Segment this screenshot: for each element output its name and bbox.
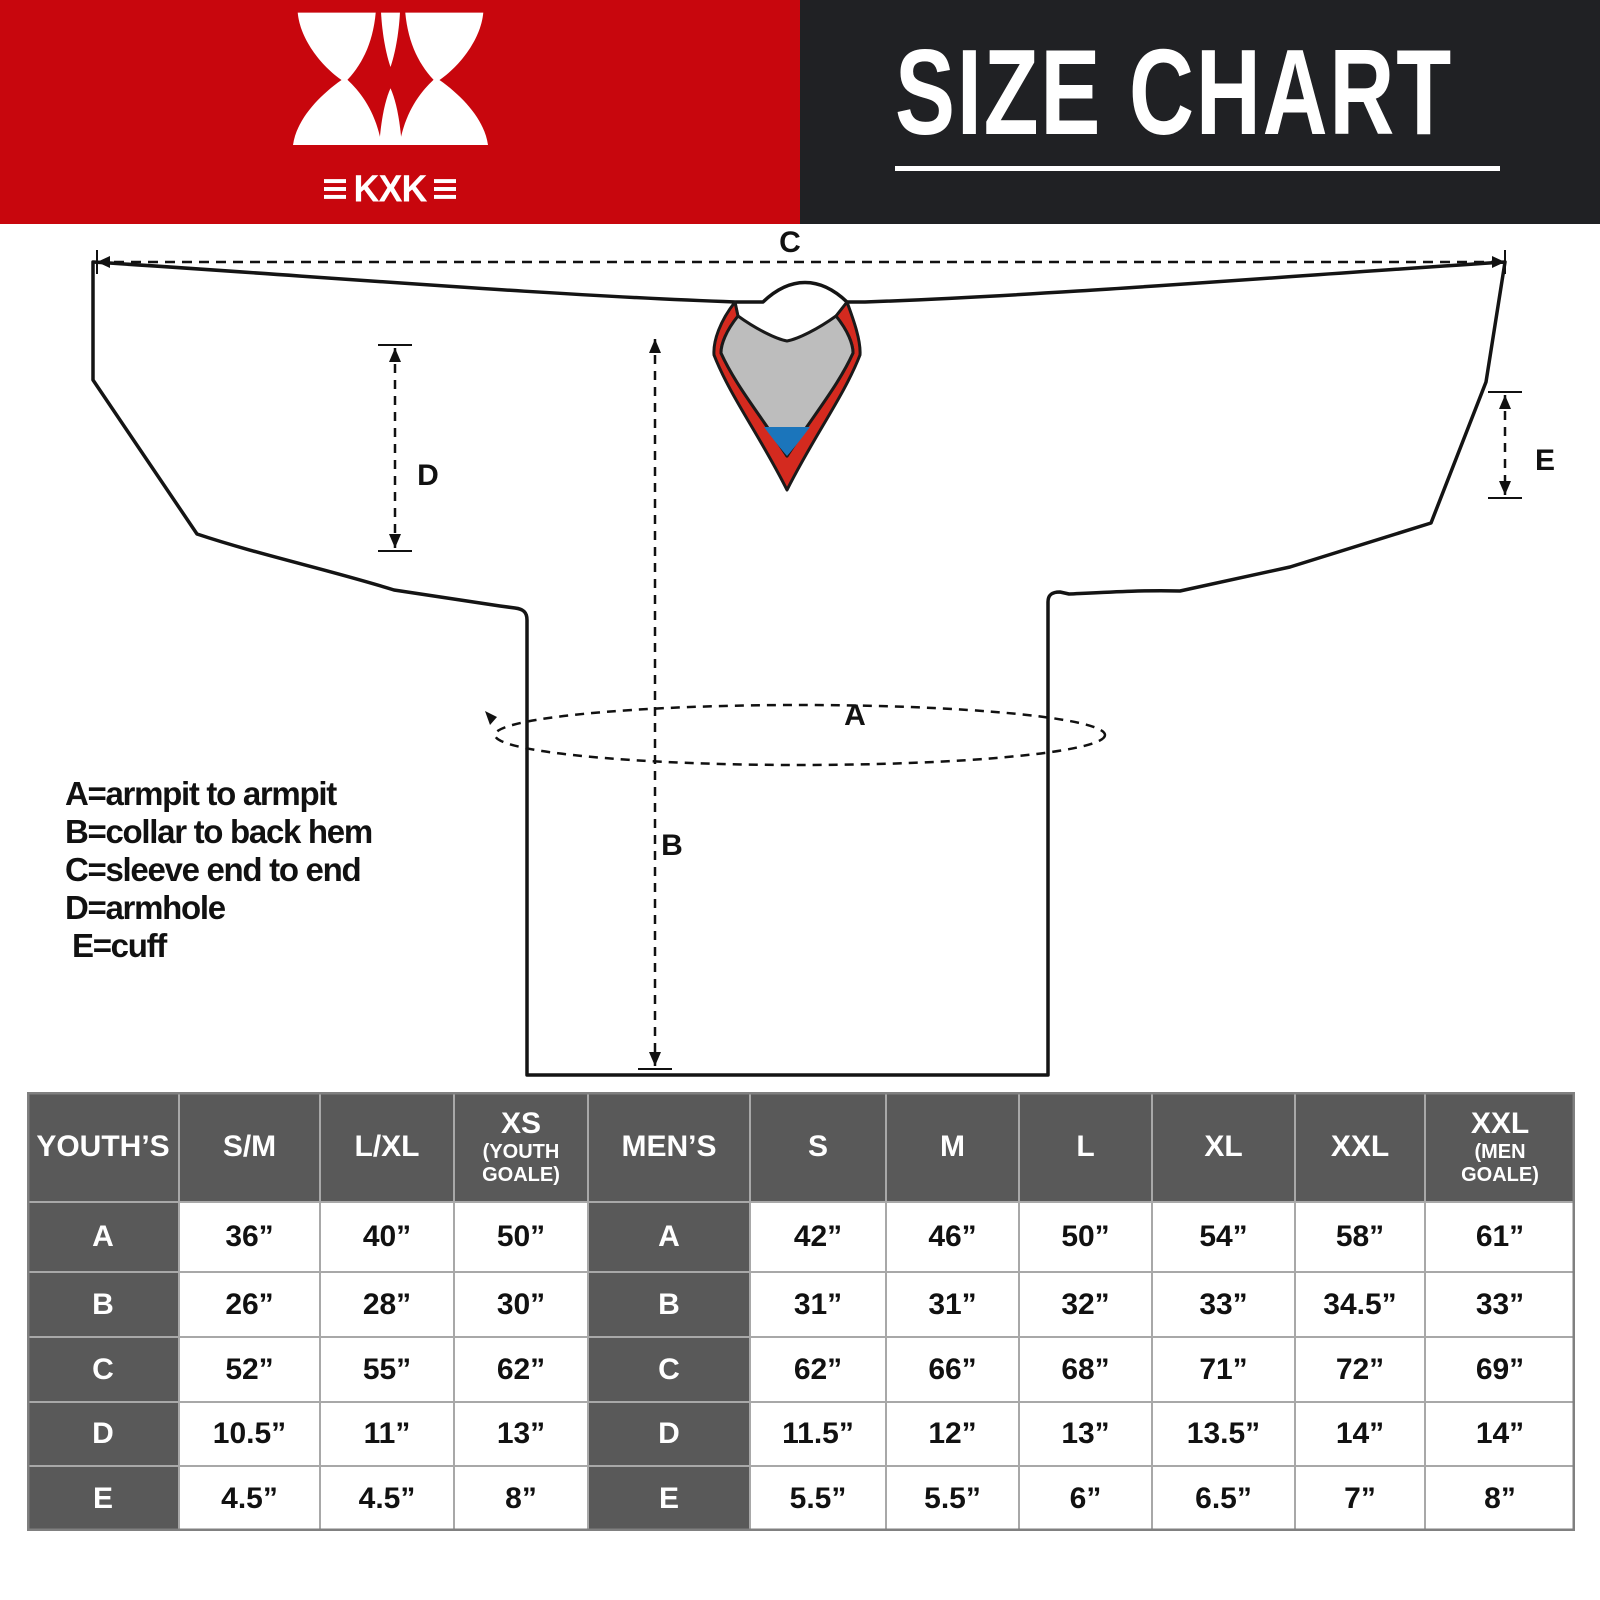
svg-text:D: D	[417, 459, 439, 492]
svg-text:C=sleeve end to end: C=sleeve end to end	[65, 851, 360, 888]
svg-text:E: E	[1535, 444, 1555, 477]
svg-text:E=cuff: E=cuff	[72, 927, 168, 964]
svg-text:C: C	[779, 230, 801, 259]
svg-text:D=armhole: D=armhole	[65, 889, 226, 926]
svg-text:B=collar to back hem: B=collar to back hem	[65, 813, 372, 850]
svg-text:A=armpit to armpit: A=armpit to armpit	[65, 775, 337, 812]
svg-text:A: A	[844, 699, 866, 732]
svg-text:B: B	[661, 829, 683, 862]
